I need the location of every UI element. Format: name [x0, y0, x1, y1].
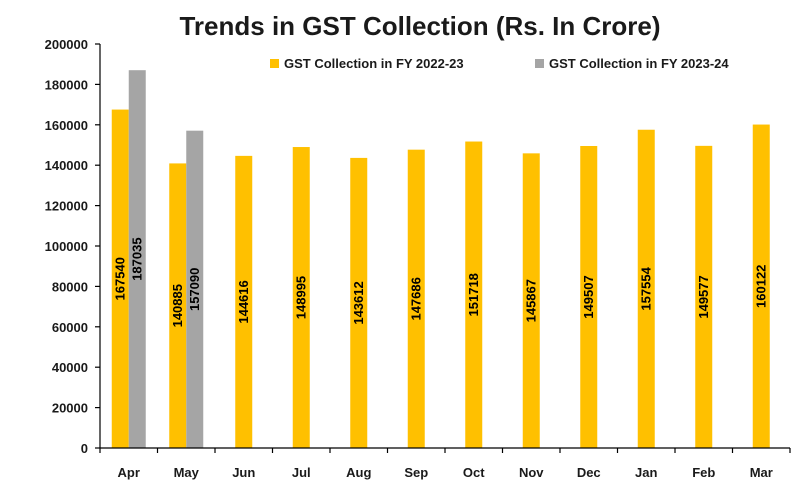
bar-fy2022-23: [235, 155, 253, 449]
x-tick-label: Jul: [292, 465, 311, 480]
bar-value-label: 149507: [581, 275, 596, 318]
x-tick-label: Jun: [232, 465, 255, 480]
legend-swatch: [270, 59, 279, 68]
y-tick-label: 200000: [45, 37, 88, 52]
bar-value-label: 149577: [696, 275, 711, 318]
bar-fy2022-23: [637, 129, 655, 449]
bar-fy2022-23: [350, 157, 368, 449]
bar-fy2022-23: [111, 109, 129, 448]
bar-value-label: 144616: [236, 280, 251, 323]
bar-fy2022-23: [695, 145, 713, 448]
y-tick-label: 0: [81, 441, 88, 456]
y-tick-label: 100000: [45, 239, 88, 254]
y-tick-label: 120000: [45, 199, 88, 214]
y-tick-label: 80000: [52, 279, 88, 294]
bar-fy2022-23: [522, 153, 540, 448]
bar-value-label: 145867: [524, 279, 539, 322]
bar-value-label: 187035: [130, 237, 145, 280]
bar-fy2022-23: [407, 149, 425, 448]
bar-value-label: 147686: [409, 277, 424, 320]
bar-value-label: 151718: [466, 273, 481, 316]
y-tick-label: 40000: [52, 360, 88, 375]
bar-value-label: 157090: [187, 268, 202, 311]
x-tick-label: Oct: [463, 465, 485, 480]
bar-fy2023-24: [186, 130, 204, 448]
bar-fy2022-23: [169, 163, 187, 448]
x-tick-label: May: [174, 465, 200, 480]
y-tick-label: 160000: [45, 118, 88, 133]
x-axis: Apr May Jun Jul Aug Sep Oct Nov Dec Jan Feb Mar: [99, 447, 791, 480]
legend-label: GST Collection in FY 2022-23: [284, 56, 464, 71]
legend-swatch: [535, 59, 544, 68]
x-tick-label: Sep: [404, 465, 428, 480]
bar-value-label: 143612: [351, 281, 366, 324]
y-tick-label: 60000: [52, 320, 88, 335]
chart-title: Trends in GST Collection (Rs. In Crore): [179, 11, 660, 41]
bar-value-label: 157554: [639, 266, 654, 310]
bar-fy2022-23: [752, 124, 770, 448]
x-tick-label: Nov: [519, 465, 544, 480]
bar-value-label: 148995: [294, 276, 309, 319]
x-tick-label: Jan: [635, 465, 657, 480]
legend-label: GST Collection in FY 2023-24: [549, 56, 729, 71]
y-tick-label: 20000: [52, 401, 88, 416]
bar-value-label: 160122: [754, 265, 769, 308]
x-tick-label: Aug: [346, 465, 371, 480]
bar-value-label: 167540: [113, 257, 128, 300]
bar-value-label: 140885: [170, 284, 185, 327]
x-tick-label: Feb: [692, 465, 715, 480]
bar-fy2022-23: [580, 145, 598, 449]
y-axis: 0 20000 40000 60000 80000 100000 120000 140000 1…: [45, 37, 101, 456]
legend: GST Collection in FY 2022-23 GST Collecti…: [270, 56, 729, 71]
x-tick-label: Mar: [750, 465, 773, 480]
x-tick-label: Apr: [118, 465, 140, 480]
x-tick-label: Dec: [577, 465, 601, 480]
bars: 167540 187035 140885 157090 144616 148995 1436…: [111, 70, 770, 449]
bar-fy2022-23: [292, 147, 310, 449]
y-tick-label: 180000: [45, 77, 88, 92]
y-tick-label: 140000: [45, 158, 88, 173]
bar-fy2023-24: [128, 70, 146, 448]
bar-fy2022-23: [465, 141, 483, 448]
